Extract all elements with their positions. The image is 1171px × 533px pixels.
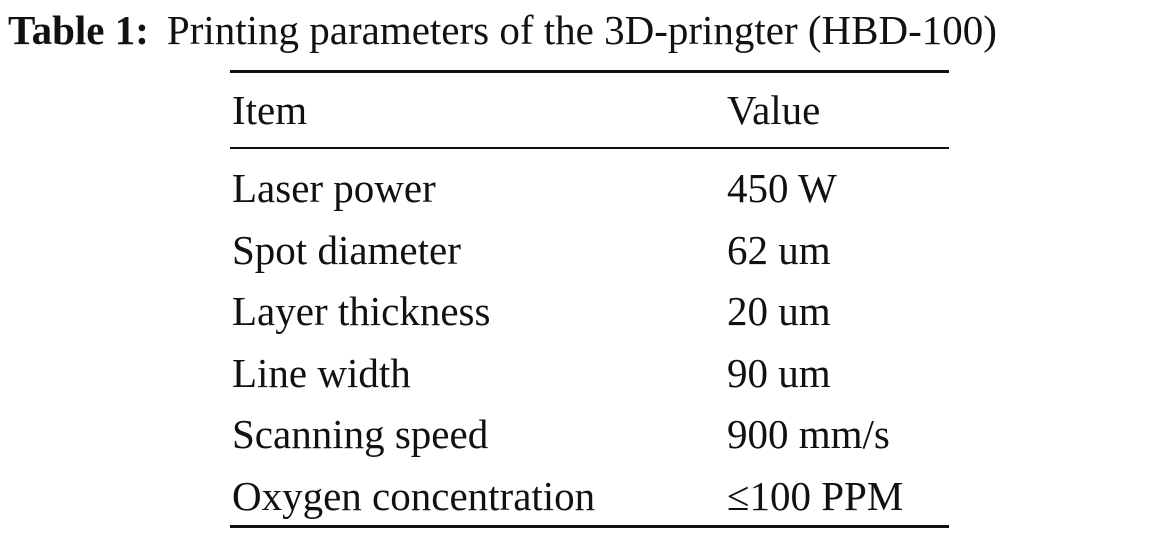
item-cell: Spot diameter (232, 226, 461, 273)
item-cell: Line width (232, 349, 411, 396)
value-cell: 900 mm/s (727, 411, 890, 457)
top-rule (230, 70, 949, 73)
value-cell: 20 um (727, 288, 831, 334)
caption-text: Printing parameters of the 3D-pringter (… (166, 7, 997, 53)
caption-label: Table 1: (8, 7, 149, 53)
bottom-rule (230, 525, 949, 528)
value-cell: 450 W (727, 165, 837, 211)
value-cell: ≤100 PPM (727, 472, 904, 519)
header-cell: Value (727, 87, 821, 133)
table-caption: Table 1: Printing parameters of the 3D-pr… (8, 8, 997, 52)
item-cell: Scanning speed (232, 411, 489, 457)
item-cell: Laser power (232, 165, 436, 211)
item-cell: Oxygen concentration (232, 472, 596, 519)
value-cell: 62 um (727, 226, 831, 273)
header-cell: Item (232, 87, 308, 133)
item-cell: Layer thickness (232, 288, 491, 334)
header-rule (230, 147, 949, 149)
value-cell: 90 um (727, 349, 831, 396)
